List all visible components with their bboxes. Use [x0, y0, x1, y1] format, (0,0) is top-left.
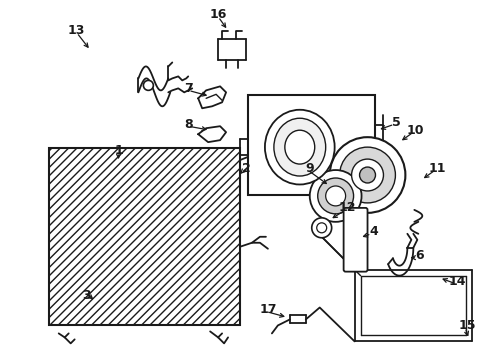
Circle shape — [360, 167, 375, 183]
Text: 13: 13 — [68, 24, 85, 37]
Text: 15: 15 — [458, 319, 476, 332]
Circle shape — [144, 80, 153, 90]
Text: 3: 3 — [82, 289, 91, 302]
Text: 4: 4 — [369, 225, 378, 238]
Circle shape — [317, 223, 327, 233]
Text: 8: 8 — [184, 118, 193, 131]
Text: 12: 12 — [339, 201, 356, 215]
Text: 16: 16 — [209, 8, 227, 21]
Circle shape — [326, 186, 345, 206]
Circle shape — [318, 178, 354, 214]
Text: 2: 2 — [242, 162, 250, 175]
Text: 5: 5 — [392, 116, 401, 129]
Bar — [49, 148, 240, 325]
Ellipse shape — [285, 130, 315, 164]
Ellipse shape — [274, 118, 326, 176]
Circle shape — [312, 218, 332, 238]
Text: 9: 9 — [305, 162, 314, 175]
Text: 17: 17 — [259, 303, 277, 316]
Ellipse shape — [265, 110, 335, 184]
Text: 10: 10 — [407, 124, 424, 137]
Circle shape — [310, 170, 362, 222]
Text: 11: 11 — [429, 162, 446, 175]
Circle shape — [330, 137, 405, 213]
Bar — [49, 148, 240, 325]
Text: 6: 6 — [415, 249, 424, 262]
Bar — [248, 95, 375, 195]
Text: 7: 7 — [184, 82, 193, 95]
FancyBboxPatch shape — [343, 208, 368, 272]
Text: 1: 1 — [114, 144, 123, 157]
Circle shape — [352, 159, 384, 191]
Circle shape — [340, 147, 395, 203]
Text: 14: 14 — [448, 275, 466, 288]
